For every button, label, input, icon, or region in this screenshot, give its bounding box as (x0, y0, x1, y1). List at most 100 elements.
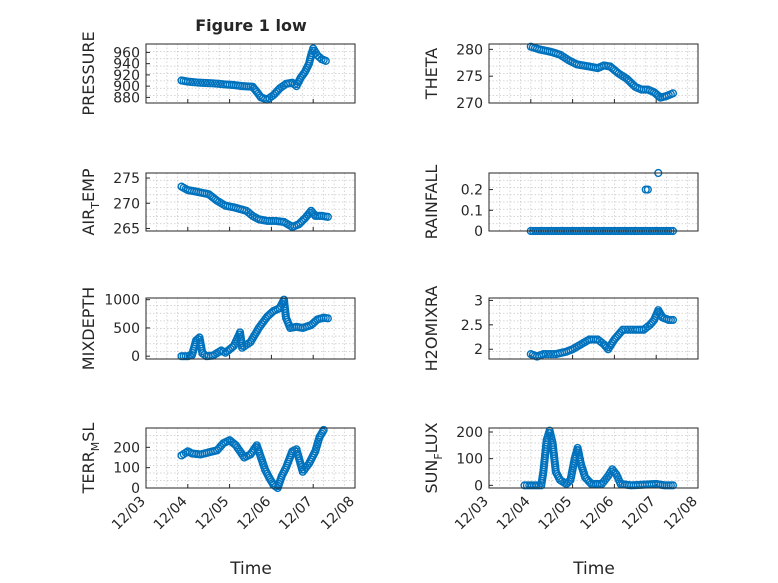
y-tick-label: 2 (474, 342, 483, 358)
x-tick-label: 12/08 (661, 494, 701, 534)
data-point (201, 78, 210, 88)
y-axis-label: SUNFLUX (422, 422, 445, 493)
grid-lines (146, 428, 355, 488)
subplot-4: 0.2 0.1 0 RAINFALL (422, 165, 699, 240)
x-tick-label: 12/07 (619, 494, 659, 534)
subplot-3: 275 270 265 AIRTEMP (79, 168, 356, 237)
subplot-6: 3 2.5 2 H2OMIXRA (422, 286, 699, 372)
x-tick-label: 12/04 (494, 493, 534, 533)
y-axis-label: MIXDEPTH (79, 287, 98, 370)
y-tick-label: 200 (456, 425, 483, 441)
grid-lines (489, 173, 698, 231)
data-markers (520, 426, 678, 490)
y-tick-label: 1000 (104, 293, 140, 309)
x-tick-label: 12/06 (577, 493, 617, 533)
data-markers (177, 44, 330, 104)
data-point (206, 79, 215, 88)
y-axis-label: TERRMSL (79, 423, 102, 495)
axes-frame (488, 172, 699, 232)
data-point (303, 461, 312, 470)
data-point (544, 350, 553, 359)
data-point (668, 89, 678, 98)
y-axis-label-suffix: LUX (422, 422, 441, 453)
data-point (323, 314, 332, 323)
y-tick-label: 0 (131, 481, 140, 497)
data-point (196, 78, 205, 87)
y-tick-label: 0 (131, 349, 140, 365)
y-axis-label-subscript: T (89, 202, 102, 210)
y-tick-label: 270 (456, 96, 483, 112)
x-tick-label: 12/05 (536, 494, 576, 534)
data-point (654, 92, 663, 101)
x-tick-label: 12/06 (234, 493, 274, 533)
axes-frame (145, 427, 356, 489)
y-tick-label: 275 (113, 171, 140, 187)
data-point (532, 481, 541, 490)
y-tick-label: 265 (113, 221, 140, 237)
x-tick-label: 12/07 (276, 494, 316, 534)
axes-background (145, 297, 356, 360)
data-point (319, 425, 328, 435)
y-tick-label: 275 (456, 69, 483, 85)
data-markers (526, 306, 678, 361)
y-tick-label: 940 (113, 57, 140, 73)
y-tick-label: 0 (474, 478, 483, 494)
data-point (623, 325, 632, 334)
data-point (238, 451, 247, 460)
y-tick-label: 0 (474, 224, 483, 240)
grid-lines (146, 44, 355, 103)
data-point (539, 350, 548, 359)
axes-background (488, 297, 699, 360)
subplot-5: 1000 500 0 MIXDEPTH (79, 287, 356, 370)
axes-frame (145, 172, 356, 232)
x-tick-label: 12/03 (109, 494, 149, 534)
y-tick-label: 200 (113, 440, 140, 456)
x-tick-label: 12/08 (318, 494, 358, 534)
y-tick-label: 0.1 (461, 203, 483, 219)
axes-frame (145, 43, 356, 104)
data-point (198, 78, 207, 87)
y-axis-label-main: AIR (79, 209, 98, 236)
data-point (643, 185, 652, 194)
x-tick-label: 12/03 (452, 494, 492, 534)
x-tick-label: 12/05 (193, 494, 233, 534)
y-tick-label: 280 (456, 42, 483, 58)
x-axis-label-left: Time (229, 559, 272, 579)
y-tick-label: 270 (113, 196, 140, 212)
y-axis-label-suffix: SL (79, 423, 98, 442)
subplot-2: 280 275 270 THETA (422, 42, 699, 112)
axes-frame (145, 297, 356, 360)
axes-background (488, 427, 699, 489)
y-tick-label: 3 (474, 293, 483, 309)
y-axis-label-subscript: M (89, 442, 102, 452)
y-axis-label: RAINFALL (422, 165, 441, 240)
y-axis-label: H2OMIXRA (422, 286, 441, 372)
y-axis-label: THETA (422, 48, 441, 100)
y-tick-label: 880 (113, 90, 140, 106)
figure-title: Figure 1 low (195, 16, 307, 35)
x-tick-label: 12/04 (151, 493, 191, 533)
data-markers (177, 182, 332, 232)
y-axis-label-subscript: F (432, 453, 445, 459)
subplot-7: 200 100 012/03 12/04 12/05 12/06 12/07 12/08 TER… (79, 423, 358, 534)
y-tick-label: 100 (113, 461, 140, 477)
data-point (541, 350, 550, 359)
data-point (323, 212, 332, 221)
y-tick-label: 960 (113, 45, 140, 61)
data-point (618, 325, 627, 334)
data-point (203, 79, 212, 88)
data-markers (177, 425, 328, 493)
y-axis-label-main: SUN (422, 460, 441, 494)
y-tick-label: 500 (113, 321, 140, 337)
y-tick-label: 0.2 (461, 183, 483, 199)
data-point (290, 80, 299, 89)
subplot-8: 200 100 012/03 12/04 12/05 12/06 12/07 12/08 SUN… (422, 422, 701, 533)
axes-frame (488, 297, 699, 360)
data-point (668, 481, 678, 490)
data-point (321, 56, 330, 65)
y-tick-label: 2.5 (461, 318, 483, 334)
y-axis-label: PRESSURE (79, 31, 98, 115)
